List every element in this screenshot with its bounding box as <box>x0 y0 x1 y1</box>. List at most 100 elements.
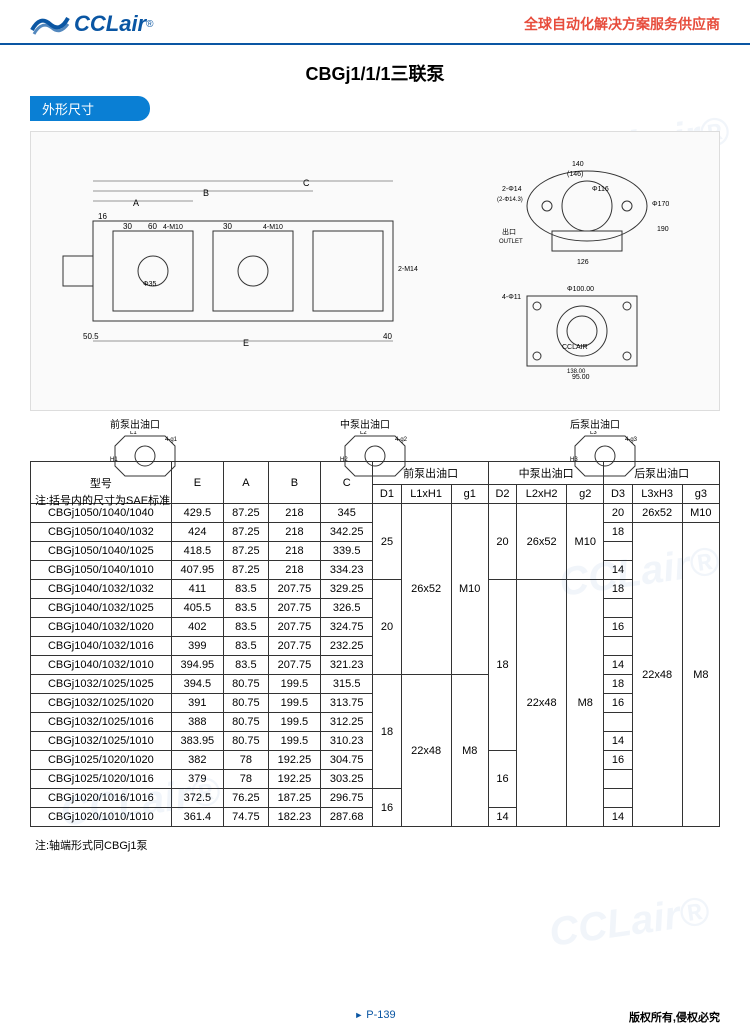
table-cell: 199.5 <box>268 713 320 732</box>
table-cell: CBGj1025/1020/1020 <box>31 751 172 770</box>
port-rear-label: 后泵出油口 L34-g3H3 <box>570 416 640 484</box>
table-cell: CBGj1040/1032/1032 <box>31 580 172 599</box>
logo-trademark: ® <box>146 19 153 30</box>
svg-text:C: C <box>303 178 310 188</box>
table-cell: 207.75 <box>268 656 320 675</box>
table-cell <box>604 637 632 656</box>
svg-text:CCLAIR: CCLAIR <box>562 344 588 351</box>
table-cell: 83.5 <box>224 656 269 675</box>
table-cell: CBGj1032/1025/1020 <box>31 694 172 713</box>
table-cell: 80.75 <box>224 713 269 732</box>
table-cell: 424 <box>171 523 223 542</box>
table-cell: 83.5 <box>224 637 269 656</box>
table-cell: 394.95 <box>171 656 223 675</box>
table-cell: 405.5 <box>171 599 223 618</box>
table-cell: 80.75 <box>224 694 269 713</box>
diagram-note: 注:括号内的尺寸为SAE标准 <box>35 492 720 508</box>
table-cell: 287.68 <box>321 808 373 827</box>
table-cell: 379 <box>171 770 223 789</box>
table-cell: 182.23 <box>268 808 320 827</box>
table-cell: 16 <box>604 694 632 713</box>
table-cell: 312.25 <box>321 713 373 732</box>
table-cell: 18 <box>604 523 632 542</box>
table-cell: 324.75 <box>321 618 373 637</box>
main-diagram: A B C E 16 30 60 4-M10 30 4-M10 Φ35 2-M1… <box>53 171 453 371</box>
table-cell: 20 <box>488 504 516 580</box>
table-cell: 321.23 <box>321 656 373 675</box>
table-cell: 22x48 <box>632 523 682 827</box>
table-cell: 342.25 <box>321 523 373 542</box>
table-cell: 16 <box>488 751 516 808</box>
svg-text:30: 30 <box>123 222 132 231</box>
table-cell <box>604 542 632 561</box>
table-cell: 187.25 <box>268 789 320 808</box>
table-cell: 199.5 <box>268 732 320 751</box>
table-cell: CBGj1025/1020/1016 <box>31 770 172 789</box>
table-cell: CBGj1032/1025/1016 <box>31 713 172 732</box>
table-cell: 329.25 <box>321 580 373 599</box>
svg-text:4-M10: 4-M10 <box>263 224 283 231</box>
table-cell: 407.95 <box>171 561 223 580</box>
table-cell: 80.75 <box>224 675 269 694</box>
svg-text:2-M14: 2-M14 <box>398 266 418 273</box>
table-cell: 16 <box>373 789 401 827</box>
table-cell: 22x48 <box>517 580 567 827</box>
table-cell: 394.5 <box>171 675 223 694</box>
table-cell: 16 <box>604 751 632 770</box>
side-diagrams: 140 (146) Φ116 Φ170 2-Φ14 (2-Φ14.3) 126 … <box>497 156 697 386</box>
table-cell: 25 <box>373 504 401 580</box>
table-row: CBGj1032/1025/1025394.580.75199.5315.518… <box>31 675 720 694</box>
table-cell <box>604 770 632 789</box>
svg-text:(146): (146) <box>567 171 583 178</box>
svg-text:95.00: 95.00 <box>572 374 590 381</box>
table-row: CBGj1040/1032/103241183.5207.75329.25201… <box>31 580 720 599</box>
table-cell: M8 <box>567 580 604 827</box>
table-cell: 199.5 <box>268 675 320 694</box>
page-title: CBGj1/1/1三联泵 <box>0 60 750 86</box>
table-cell: M10 <box>567 504 604 580</box>
table-cell: 83.5 <box>224 599 269 618</box>
table-cell: 388 <box>171 713 223 732</box>
table-cell: CBGj1040/1032/1025 <box>31 599 172 618</box>
section-label: 外形尺寸 <box>30 96 150 121</box>
table-cell: 296.75 <box>321 789 373 808</box>
port-front-label: 前泵出油口 L14-g1H1 <box>110 416 180 484</box>
table-cell <box>604 599 632 618</box>
table-cell: CBGj1020/1010/1010 <box>31 808 172 827</box>
table-cell: 22x48 <box>401 675 451 827</box>
table-cell: 14 <box>604 808 632 827</box>
table-cell: CBGj1050/1040/1032 <box>31 523 172 542</box>
table-cell: 26x52 <box>517 504 567 580</box>
svg-text:138.00: 138.00 <box>567 369 586 375</box>
table-cell: 411 <box>171 580 223 599</box>
table-cell: 14 <box>604 656 632 675</box>
table-cell: 207.75 <box>268 618 320 637</box>
table-cell: 304.75 <box>321 751 373 770</box>
svg-text:4-Φ11: 4-Φ11 <box>502 294 521 301</box>
svg-text:Φ170: Φ170 <box>652 201 669 208</box>
table-cell: 391 <box>171 694 223 713</box>
svg-text:4-M10: 4-M10 <box>163 224 183 231</box>
table-cell: 418.5 <box>171 542 223 561</box>
table-cell: 76.25 <box>224 789 269 808</box>
table-cell: 18 <box>373 675 401 789</box>
svg-text:2-Φ14: 2-Φ14 <box>502 186 522 193</box>
spec-table: 型号 E A B C 前泵出油口 中泵出油口 后泵出油口 D1 L1xH1 g1… <box>30 461 720 827</box>
table-cell: 218 <box>268 523 320 542</box>
table-cell: CBGj1032/1025/1010 <box>31 732 172 751</box>
svg-text:4-g2: 4-g2 <box>395 437 408 443</box>
table-cell: 334.23 <box>321 561 373 580</box>
table-cell: CBGj1040/1032/1016 <box>31 637 172 656</box>
diagram-section: A B C E 16 30 60 4-M10 30 4-M10 Φ35 2-M1… <box>0 121 750 461</box>
svg-text:OUTLET: OUTLET <box>499 239 523 245</box>
mount-diagram: 4-Φ11 Φ100.00 CCLAIR 95.00 138.00 <box>497 281 677 381</box>
table-cell: 20 <box>373 580 401 675</box>
svg-text:30: 30 <box>223 222 232 231</box>
table-cell: 310.23 <box>321 732 373 751</box>
header-tagline: 全球自动化解决方案服务供应商 <box>524 14 720 34</box>
svg-text:Φ116: Φ116 <box>592 186 609 193</box>
svg-text:L2: L2 <box>360 431 367 436</box>
table-cell: 399 <box>171 637 223 656</box>
table-cell: 16 <box>604 618 632 637</box>
table-cell: 18 <box>488 580 516 751</box>
